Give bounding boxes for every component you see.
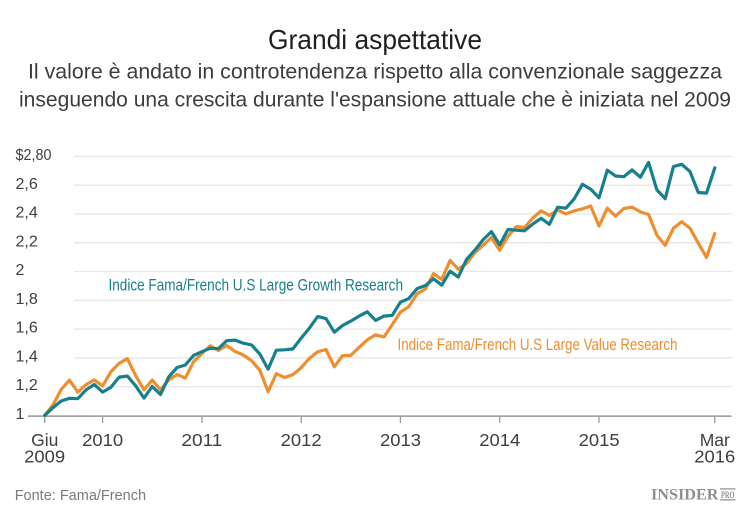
svg-text:Fonte: Fama/French: Fonte: Fama/French [15,488,146,504]
svg-text:Indice Fama/French U.S Large G: Indice Fama/French U.S Large Growth Rese… [109,276,404,295]
svg-text:2011: 2011 [181,430,222,450]
svg-text:2016: 2016 [694,446,735,466]
svg-text:2015: 2015 [579,430,620,450]
svg-text:1,8: 1,8 [16,291,38,308]
svg-text:2012: 2012 [281,430,322,450]
svg-text:2: 2 [16,262,25,279]
svg-text:1,2: 1,2 [16,377,38,394]
svg-text:1,4: 1,4 [16,348,38,365]
svg-text:$2,80: $2,80 [16,147,52,164]
svg-text:1,6: 1,6 [16,320,38,337]
svg-text:inseguendo una crescita durant: inseguendo una crescita durante l'espans… [19,89,731,112]
svg-text:2013: 2013 [380,430,421,450]
svg-text:Mar: Mar [700,430,730,450]
svg-text:Giu: Giu [31,430,58,450]
svg-text:Grandi aspettative: Grandi aspettative [268,24,482,55]
svg-text:Il valore è andato in controte: Il valore è andato in controtendenza ris… [28,61,722,84]
svg-text:2009: 2009 [24,446,65,466]
svg-text:PRO: PRO [721,491,735,501]
svg-text:INSIDER: INSIDER [651,487,719,504]
svg-text:2,2: 2,2 [16,233,38,250]
svg-text:2014: 2014 [479,430,520,450]
svg-text:2,4: 2,4 [16,205,38,222]
svg-text:1: 1 [16,406,25,423]
svg-text:Indice Fama/French U.S Large V: Indice Fama/French U.S Large Value Resea… [398,335,678,354]
svg-text:2,6: 2,6 [16,176,38,193]
svg-text:2010: 2010 [82,430,123,450]
